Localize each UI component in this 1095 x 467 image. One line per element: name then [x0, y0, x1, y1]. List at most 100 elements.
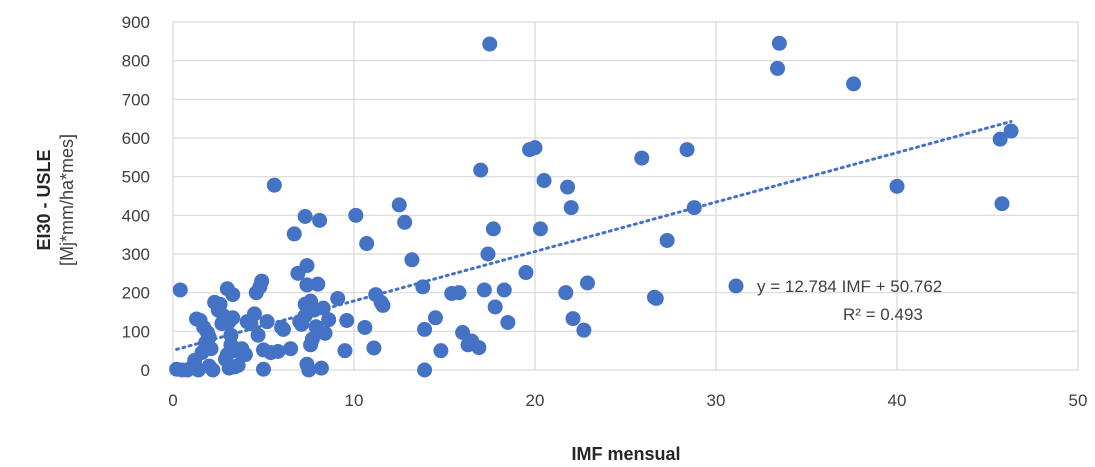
y-tick-label: 300 [122, 245, 150, 264]
trendline-r2: R² = 0.493 [843, 305, 923, 324]
data-point [451, 285, 467, 301]
data-point [375, 297, 391, 313]
x-tick-label: 10 [345, 391, 364, 410]
data-point [201, 329, 217, 345]
data-point [482, 36, 498, 52]
data-point [359, 236, 375, 252]
data-point [299, 258, 315, 274]
y-tick-label: 900 [122, 13, 150, 32]
data-point [518, 265, 534, 281]
data-point [310, 276, 326, 292]
data-point [532, 221, 548, 237]
data-point [579, 275, 595, 291]
data-point [339, 313, 355, 329]
data-point [270, 343, 286, 359]
data-point [203, 341, 219, 357]
data-point [301, 362, 317, 378]
data-point [994, 196, 1010, 212]
data-point [225, 287, 241, 303]
data-point [275, 321, 291, 337]
y-axis-ticks: 0 100 200 300 400 500 600 700 800 900 [122, 13, 150, 380]
x-tick-label: 20 [526, 391, 545, 410]
y-tick-label: 800 [122, 52, 150, 71]
data-point [485, 221, 501, 237]
data-point [771, 35, 787, 51]
data-point [500, 314, 516, 330]
data-point [536, 173, 552, 189]
data-point [250, 327, 266, 343]
x-tick-label: 30 [707, 391, 726, 410]
y-tick-label: 400 [122, 206, 150, 225]
y-tick-label: 600 [122, 129, 150, 148]
data-point [391, 197, 407, 213]
data-point [259, 314, 275, 330]
data-point [397, 214, 413, 230]
data-point [172, 282, 188, 298]
y-tick-label: 500 [122, 168, 150, 187]
data-point [846, 76, 862, 92]
data-point [205, 362, 221, 378]
x-axis-title: IMF mensual [571, 444, 680, 464]
data-point [889, 178, 905, 194]
data-point [304, 331, 320, 347]
data-point [212, 296, 228, 312]
data-point [527, 140, 543, 156]
data-point [563, 200, 579, 216]
data-point [476, 282, 492, 298]
data-point [417, 362, 433, 378]
data-point [297, 208, 313, 224]
data-point [337, 343, 353, 359]
data-point [648, 290, 664, 306]
data-point [558, 285, 574, 301]
data-point [686, 200, 702, 216]
data-point [496, 282, 512, 298]
data-point [348, 207, 364, 223]
data-point [299, 277, 315, 293]
annotation-marker [728, 278, 744, 294]
x-tick-label: 0 [168, 391, 177, 410]
x-tick-label: 50 [1069, 391, 1088, 410]
trendline-equation: y = 12.784 IMF + 50.762 [757, 277, 942, 296]
data-point [471, 340, 487, 356]
y-axis-unit: [Mj*mm/ha*mes] [57, 134, 77, 266]
y-tick-label: 200 [122, 284, 150, 303]
data-point [366, 340, 382, 356]
data-point [433, 343, 449, 359]
data-point [1003, 123, 1019, 139]
data-point [266, 177, 282, 193]
data-point [330, 290, 346, 306]
y-tick-label: 700 [122, 90, 150, 109]
data-point [473, 162, 489, 178]
data-point [404, 252, 420, 268]
y-axis-title: EI30 - USLE [34, 149, 54, 250]
y-tick-label: 0 [141, 361, 150, 380]
data-point [415, 279, 431, 295]
data-point [230, 357, 246, 373]
data-point [634, 150, 650, 166]
data-point [313, 360, 329, 376]
grid [172, 21, 1079, 371]
data-point [576, 322, 592, 338]
data-point [254, 273, 270, 289]
data-points [169, 35, 1019, 378]
data-point [480, 246, 496, 262]
data-point [256, 361, 271, 377]
data-point [246, 306, 262, 322]
data-point [357, 319, 373, 335]
data-point [770, 60, 786, 76]
data-point [283, 341, 299, 357]
data-point [427, 310, 443, 326]
data-point [317, 325, 333, 341]
data-point [417, 321, 433, 337]
data-point [565, 311, 581, 327]
data-point [659, 232, 675, 248]
data-point [487, 299, 503, 315]
data-point [679, 142, 695, 158]
y-tick-label: 100 [122, 322, 150, 341]
data-point [286, 226, 302, 242]
x-tick-label: 40 [888, 391, 907, 410]
data-point [560, 179, 576, 195]
data-point [992, 131, 1008, 147]
data-point [315, 300, 331, 316]
